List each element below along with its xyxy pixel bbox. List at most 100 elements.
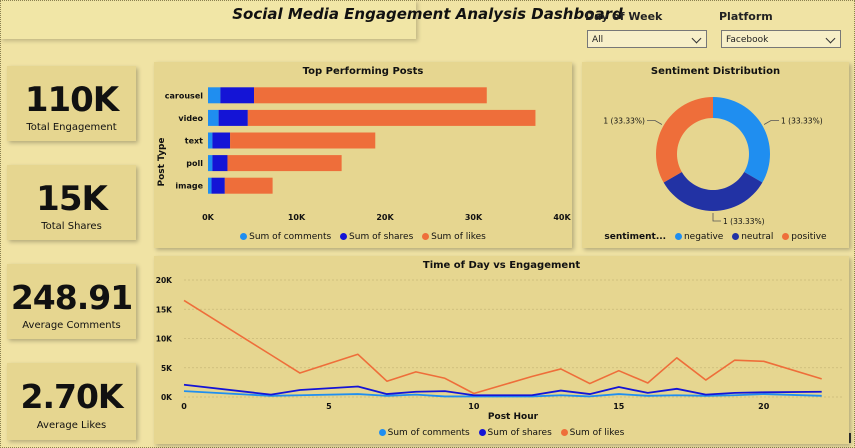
kpi-value: 248.91 bbox=[10, 278, 133, 317]
bar-segment bbox=[247, 109, 536, 126]
kpi-value: 15K bbox=[36, 179, 108, 219]
legend-label: Sum of comments bbox=[249, 232, 332, 242]
x-tick-label: 5 bbox=[326, 402, 332, 411]
sentiment-card: Sentiment Distribution 1 (33.33%) 1 (33.3… bbox=[582, 62, 849, 248]
legend-item[interactable]: positive bbox=[782, 232, 827, 242]
time-of-day-chart: 0K 5K 10K 15K 20K 0 5 10 15 20 Post Hour bbox=[156, 276, 842, 422]
bar-segment bbox=[208, 132, 213, 149]
legend-title: sentiment... bbox=[604, 232, 667, 242]
legend-label: Sum of likes bbox=[431, 232, 486, 242]
bar-segment bbox=[230, 132, 376, 149]
kpi-label: Total Shares bbox=[41, 221, 102, 232]
y-tick-label: 20K bbox=[156, 276, 173, 285]
y-tick-label: 10K bbox=[156, 335, 173, 344]
donut-slice-neutral bbox=[663, 172, 763, 211]
time-of-day-legend: Sum of comments Sum of shares Sum of lik… bbox=[154, 428, 849, 438]
legend-dot bbox=[560, 429, 568, 436]
legend-dot bbox=[240, 233, 248, 240]
legend-item[interactable]: Sum of comments bbox=[240, 232, 331, 242]
y-tick-label: 5K bbox=[161, 364, 173, 373]
x-tick-label: 20 bbox=[758, 402, 770, 411]
kpi-label: Average Likes bbox=[36, 420, 107, 431]
legend-label: Sum of likes bbox=[569, 428, 625, 438]
legend-label: Sum of shares bbox=[487, 428, 552, 438]
legend-item[interactable]: negative bbox=[674, 232, 723, 242]
data-label: 1 (33.33%) bbox=[723, 217, 765, 226]
category-label: carousel bbox=[165, 91, 203, 100]
bar-segment bbox=[212, 132, 231, 149]
data-label: 1 (33.33%) bbox=[603, 117, 645, 126]
legend-dot bbox=[674, 233, 682, 240]
bar-segment bbox=[208, 109, 219, 126]
legend-dot bbox=[422, 233, 430, 240]
bar-segment bbox=[220, 87, 255, 104]
category-label: image bbox=[175, 182, 203, 191]
platform-value: Facebook bbox=[726, 35, 769, 45]
x-tick-label: 15 bbox=[613, 402, 625, 411]
day-of-week-value: All bbox=[592, 35, 604, 45]
top-posts-legend: Sum of comments Sum of shares Sum of lik… bbox=[154, 232, 572, 242]
legend-dot bbox=[478, 429, 486, 436]
x-tick-label: 30K bbox=[465, 213, 483, 222]
category-label: poll bbox=[186, 159, 203, 168]
chevron-down-icon bbox=[691, 33, 702, 44]
sentiment-title: Sentiment Distribution bbox=[650, 66, 781, 77]
kpi-card-total-engagement: 110K Total Engagement bbox=[7, 66, 136, 141]
series-line-2 bbox=[183, 383, 822, 397]
chevron-down-icon bbox=[825, 33, 836, 44]
bar-segment bbox=[227, 155, 342, 172]
data-label-leader bbox=[712, 213, 721, 222]
top-posts-title: Top Performing Posts bbox=[302, 66, 424, 77]
platform-label: Platform bbox=[719, 10, 773, 23]
x-tick-label: 40K bbox=[553, 213, 571, 222]
x-tick-label: 10K bbox=[288, 213, 306, 222]
legend-label: Sum of shares bbox=[349, 232, 414, 242]
legend-item[interactable]: Sum of likes bbox=[560, 428, 625, 438]
kpi-value: 2.70K bbox=[20, 377, 124, 416]
legend-dot bbox=[732, 233, 740, 240]
x-tick-label: 10 bbox=[468, 402, 480, 411]
legend-item[interactable]: Sum of shares bbox=[478, 428, 552, 438]
bar-segment bbox=[212, 155, 228, 172]
sentiment-donut-chart: 1 (33.33%) 1 (33.33%) 1 (33.33%) bbox=[603, 97, 823, 226]
y-axis-title: Post Type bbox=[157, 137, 167, 186]
bar-segment bbox=[218, 109, 248, 126]
data-label-leader bbox=[646, 120, 663, 125]
legend-label: neutral bbox=[741, 232, 774, 242]
series-line-1 bbox=[183, 390, 822, 398]
kpi-label: Average Comments bbox=[22, 320, 121, 331]
kpi-value: 110K bbox=[24, 80, 119, 120]
platform-dropdown[interactable]: Facebook bbox=[721, 30, 841, 48]
legend-item[interactable]: Sum of shares bbox=[340, 232, 413, 242]
kpi-card-average-likes: 2.70K Average Likes bbox=[7, 363, 136, 440]
x-tick-label: 0 bbox=[181, 402, 187, 411]
donut-slice-positive bbox=[656, 97, 713, 183]
legend-item[interactable]: Sum of likes bbox=[422, 232, 486, 242]
bar-segment bbox=[208, 177, 212, 194]
legend-dot bbox=[378, 429, 386, 436]
legend-label: positive bbox=[791, 232, 827, 242]
donut-slice-negative bbox=[713, 97, 770, 183]
data-label: 1 (33.33%) bbox=[781, 117, 823, 126]
bar-segment bbox=[254, 87, 487, 104]
x-tick-label: 20K bbox=[376, 213, 394, 222]
legend-dot bbox=[340, 233, 348, 240]
time-of-day-card: Time of Day vs Engagement 0K 5K 10K 15K 20K 0… bbox=[154, 256, 849, 444]
time-of-day-title: Time of Day vs Engagement bbox=[422, 260, 581, 271]
top-posts-card: Top Performing Posts Post Type carousel vi… bbox=[154, 62, 572, 248]
legend-item[interactable]: neutral bbox=[732, 232, 773, 242]
kpi-label: Total Engagement bbox=[26, 122, 117, 133]
x-axis-title: Post Hour bbox=[488, 412, 539, 422]
day-of-week-label: Day of Week bbox=[585, 10, 663, 23]
bar-segment bbox=[224, 177, 273, 194]
data-label-leader bbox=[763, 120, 780, 125]
day-of-week-dropdown[interactable]: All bbox=[587, 30, 707, 48]
top-posts-chart: Post Type carousel video text poll image 0K 10K… bbox=[157, 87, 571, 222]
legend-item[interactable]: Sum of comments bbox=[378, 428, 470, 438]
bar-segment bbox=[208, 155, 213, 172]
kpi-card-total-shares: 15K Total Shares bbox=[7, 165, 136, 240]
bar-segment bbox=[208, 87, 221, 104]
category-label: video bbox=[178, 114, 203, 123]
legend-dot bbox=[782, 233, 790, 240]
